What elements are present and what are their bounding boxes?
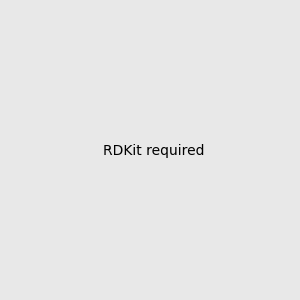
Text: RDKit required: RDKit required [103, 145, 205, 158]
